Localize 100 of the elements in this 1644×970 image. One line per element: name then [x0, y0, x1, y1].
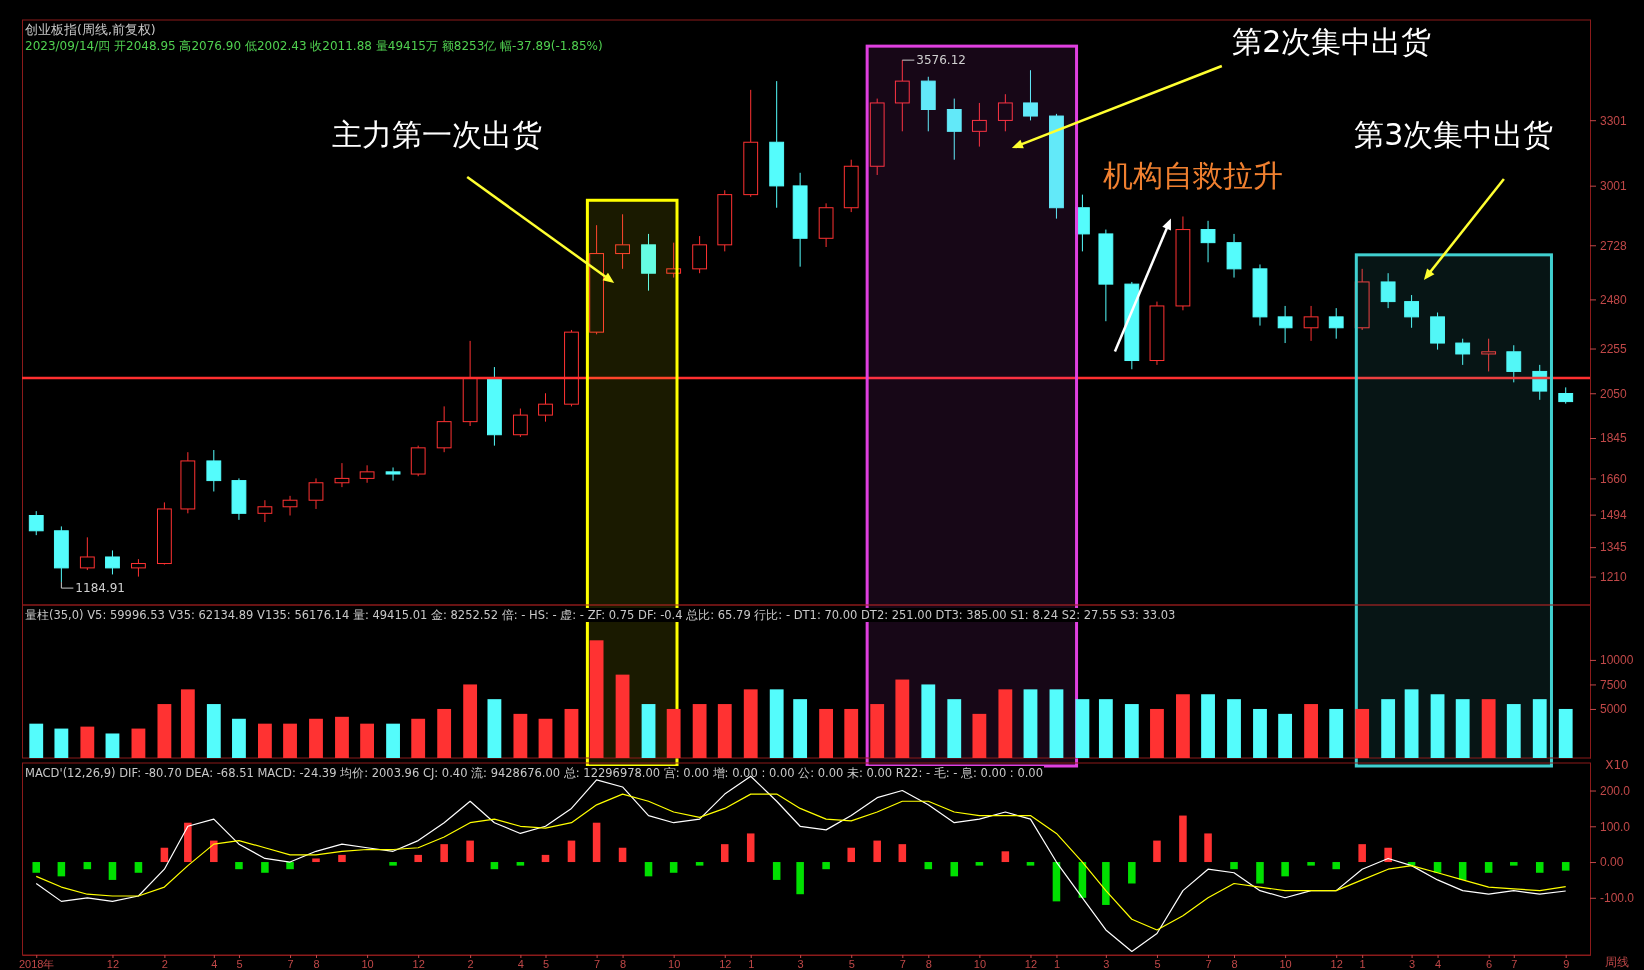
- x-tick-label: 5: [542, 958, 550, 970]
- bar: [947, 699, 962, 758]
- bar: [286, 862, 294, 870]
- text: 周线: [1605, 955, 1629, 969]
- bar: [641, 704, 656, 758]
- y-tick-label: 2728: [1600, 238, 1628, 253]
- bar: [873, 840, 881, 863]
- bar: [564, 708, 579, 758]
- bar: [235, 862, 243, 870]
- bar: [513, 713, 528, 758]
- bar: [338, 854, 346, 863]
- bar: [1404, 689, 1419, 758]
- x-tick-label: 2: [161, 958, 168, 970]
- y-tick-label: 1210: [1600, 569, 1628, 584]
- bar: [1256, 862, 1264, 884]
- bar: [666, 708, 681, 758]
- bar: [1227, 699, 1241, 758]
- x-tick-label: 7: [1205, 958, 1212, 970]
- bar: [1176, 694, 1190, 758]
- bar: [1102, 862, 1110, 905]
- bar: [1204, 833, 1212, 863]
- y-tick-label: 1660: [1600, 471, 1628, 486]
- bar: [720, 844, 729, 863]
- candlestick: [1075, 194, 1090, 252]
- chart-title: MACD'(12,26,9) DIF: -80.70 DEA: -68.51 MACD: -24.39 均价: 2003.96 CJ: 0.40 流: 9428676.00 总: 12296978.00 宫: 0.00 增: 0.00 : 0.00 公: 0.00 未: 0.00 R22: - 毛: - 息: 0.00 : 0.00: [25, 766, 1043, 780]
- candlestick: [1558, 386, 1574, 405]
- x-tick-label: 3: [797, 958, 804, 970]
- candlestick: [334, 462, 350, 488]
- y-tick-label: 2255: [1600, 341, 1628, 356]
- bar: [83, 862, 92, 870]
- band-label: 主力第一次出货: [332, 117, 543, 152]
- bar: [669, 862, 678, 873]
- bar: [819, 708, 834, 758]
- text: 2023/09/14/四 开2048.95 高2076.90 低2002.43 收2011.88 量49415万 额8253亿 幅-37.89(-1.85%): [25, 39, 603, 53]
- candlestick: [1481, 338, 1497, 372]
- x-tick-label: 3: [1103, 958, 1110, 970]
- bar: [57, 862, 66, 877]
- x-tick-label: 8: [313, 958, 320, 970]
- band-label: 第2次集中出货: [1232, 24, 1432, 59]
- bar: [490, 862, 499, 870]
- bar: [772, 862, 781, 880]
- candlestick: [946, 98, 962, 161]
- x-tick-label: 1: [1053, 958, 1061, 970]
- candlestick: [1354, 268, 1370, 331]
- bar: [440, 844, 448, 863]
- bar: [1561, 862, 1570, 871]
- bar: [309, 718, 323, 758]
- bar: [54, 728, 69, 758]
- y-tick-label: 0.00: [1600, 855, 1624, 870]
- bar: [921, 684, 936, 758]
- bar: [389, 862, 397, 866]
- bar: [769, 689, 784, 758]
- bar: [1532, 699, 1547, 758]
- bar: [386, 723, 400, 758]
- x-tick-label: 10: [361, 958, 374, 970]
- band-label: 第3次集中出货: [1354, 117, 1554, 152]
- x-tick-label: 3: [1409, 958, 1416, 970]
- bar: [793, 699, 808, 758]
- x-tick-label: 8: [925, 958, 932, 970]
- candlestick: [359, 464, 375, 484]
- candlestick: [206, 449, 222, 492]
- y-tick-label: 200.0: [1600, 783, 1631, 798]
- bar: [1023, 689, 1038, 758]
- candlestick: [818, 202, 834, 248]
- x-tick-label: 4: [1434, 958, 1442, 970]
- x-tick-label: 5: [236, 958, 243, 970]
- bar: [998, 689, 1013, 758]
- bar: [414, 854, 422, 863]
- bar: [160, 847, 169, 863]
- y-tick-label: 3001: [1600, 179, 1628, 194]
- y-tick-label: 2050: [1600, 386, 1628, 401]
- candlestick: [615, 213, 630, 270]
- bar: [746, 833, 755, 863]
- y-tick-label: -100.0: [1600, 891, 1635, 906]
- bar: [1506, 704, 1521, 758]
- x-tick-label: 7: [899, 958, 906, 970]
- bar: [180, 689, 195, 758]
- annotation: 1184.91: [75, 581, 125, 596]
- bar: [618, 847, 627, 863]
- candlestick: [792, 172, 808, 268]
- y-tick-label: 1494: [1600, 507, 1628, 522]
- bar: [487, 699, 502, 758]
- x-tick-label: 2018年: [19, 958, 55, 970]
- bar: [131, 728, 146, 758]
- candlestick: [1303, 305, 1319, 342]
- candlestick: [641, 233, 656, 292]
- bar: [717, 704, 732, 758]
- bar: [1484, 862, 1493, 873]
- bar: [615, 674, 630, 758]
- y-tick-label: 3301: [1600, 113, 1628, 128]
- bar: [1558, 708, 1573, 758]
- bar: [1481, 699, 1496, 758]
- candlestick: [1252, 263, 1268, 327]
- bar: [184, 822, 192, 863]
- annotation: 3576.12: [916, 53, 966, 68]
- x-tick-label: 2: [467, 958, 474, 970]
- bar: [80, 726, 95, 758]
- x-tick-label: 1: [748, 958, 755, 970]
- bar: [29, 723, 44, 758]
- candlestick: [1277, 305, 1293, 344]
